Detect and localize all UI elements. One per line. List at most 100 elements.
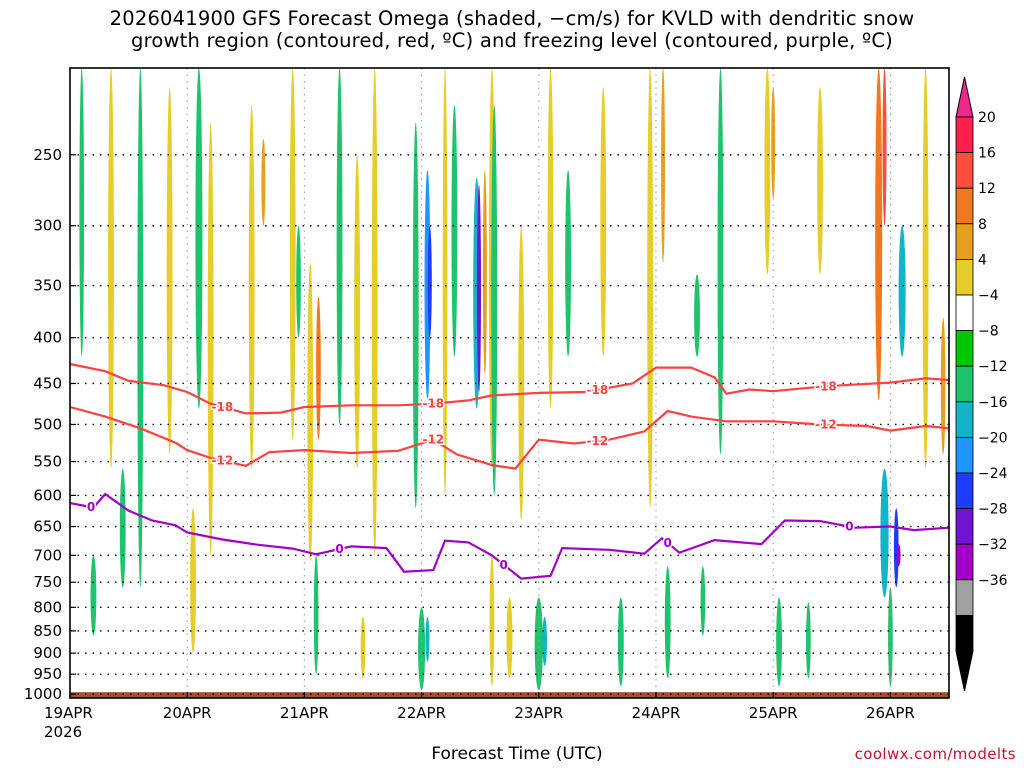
ground-layer [70,692,949,698]
colorbar-bottom-arrow [955,650,974,692]
omega-cell-14 [371,68,378,556]
omega-cell-22 [482,170,487,375]
omega-cell-41 [418,607,426,691]
colorbar-label-1: 16 [978,146,996,162]
colorbar-label-2: 12 [978,181,996,197]
omega-cell-7 [261,138,266,226]
omega-cell-36 [875,68,883,401]
omega-cell-25 [518,225,525,521]
omega-cell-19 [451,105,458,357]
chart-title: 2026041900 GFS Forecast Omega (shaded, −… [0,8,1024,52]
omega-cell-48 [313,555,319,675]
omega-cell-16 [424,170,431,401]
y-tick-label-600: 600 [33,486,62,504]
omega-cell-0 [79,68,85,357]
omega-cell-45 [90,555,97,636]
omega-cell-32 [717,68,724,455]
omega-cell-24 [491,105,498,496]
omega-cell-60 [489,555,495,687]
colorbar-swatch-6 [955,330,974,367]
omega-cell-26 [547,68,554,409]
x-tick-label-25APR: 25APR [749,704,798,722]
omega-cell-46 [119,468,126,588]
x-tick-label-24APR: 24APR [632,704,681,722]
credit-link[interactable]: coolwx.com/modelts [854,745,1016,763]
y-tick-label-400: 400 [33,329,62,347]
colorbar-swatch-2 [955,187,974,225]
omega-cell-33 [764,68,771,275]
y-tick-label-700: 700 [33,546,62,564]
omega-cell-29 [647,68,654,509]
x-tick-label-21APR: 21APR [280,704,329,722]
x-tick-sublabel-19APR: 2026 [44,723,82,741]
colorbar-label-11: −28 [978,502,1008,518]
ground-fill [70,692,949,698]
colorbar-label-13: −36 [978,573,1008,589]
chart-title-line-1: 2026041900 GFS Forecast Omega (shaded, −… [109,7,915,30]
omega-cell-50 [617,597,624,687]
contour-label-2-1: 0 [335,542,343,556]
colorbar-swatch-1 [955,152,974,189]
colorbar-swatch-10 [955,472,974,509]
colorbar-swatch-7 [955,365,974,403]
omega-cell-51 [664,566,671,679]
x-tick-label-20APR: 20APR [163,704,212,722]
contour-label-0-1: -18 [422,397,444,411]
omega-cell-21 [477,184,482,393]
colorbar-label-10: −24 [978,466,1008,482]
y-tick-label-800: 800 [33,598,62,616]
colorbar-label-3: 8 [978,217,987,233]
omega-cell-43 [534,597,543,691]
contour-label-2-2: 0 [499,558,507,572]
contour-layer: -18 -18 -18 -18 -12 -12 -12 -12 0 0 0 0 0 [69,362,950,580]
omega-cell-5 [207,122,214,556]
omega-cell-47 [190,508,196,654]
omega-cell-37 [882,68,887,226]
omega-cell-38 [898,225,906,357]
y-tick-label-450: 450 [33,374,62,392]
omega-cell-34 [771,86,776,199]
y-tick-label-950: 950 [33,665,62,683]
contour-label-2-4: 0 [845,520,853,534]
colorbar-swatch-12 [955,543,974,581]
colorbar-label-7: −12 [978,359,1008,375]
y-tick-label-1000: 1000 [24,685,62,703]
omega-cell-6 [248,105,255,469]
colorbar-label-12: −32 [978,537,1008,553]
omega-cell-35 [817,86,824,275]
y-tick-label-750: 750 [33,573,62,591]
y-tick-label-300: 300 [33,217,62,235]
omega-cell-27 [565,170,572,357]
omega-cell-55 [880,468,889,598]
omega-cell-1 [108,68,114,469]
colorbar-top-arrow [955,76,974,118]
omega-cell-3 [166,86,173,455]
x-tick-label-26APR: 26APR [866,704,915,722]
y-tick-label-900: 900 [33,644,62,662]
y-tick-label-550: 550 [33,453,62,471]
omega-cell-11 [316,296,321,440]
omega-cell-49 [506,597,513,679]
y-tick-label-850: 850 [33,622,62,640]
omega-cell-31 [694,274,700,357]
colorbar-label-0: 20 [978,110,996,126]
colorbar-label-8: −16 [978,395,1008,411]
colorbar: 20 16 12 8 4 −4 −8 −12 −16 −20 −24 −28 −32 −36 [955,76,1008,692]
omega-cell-13 [354,154,361,469]
colorbar-swatch-9 [955,436,974,474]
colorbar-swatch-0 [955,116,974,153]
omega-cell-44 [542,616,548,666]
omega-cell-30 [661,68,666,263]
omega-cell-9 [296,225,301,338]
omega-cell-28 [600,86,607,357]
omega-shading-layer [79,68,946,691]
omega-cell-4 [195,68,203,409]
x-tick-label-19APR: 19APR [44,704,93,722]
contour-label-1-2: -12 [587,434,609,448]
omega-cell-40 [940,317,946,455]
colorbar-swatch-11 [955,508,974,545]
contour-label-0-3: -18 [815,379,837,393]
omega-cell-57 [896,544,901,567]
y-tick-label-650: 650 [33,518,62,536]
